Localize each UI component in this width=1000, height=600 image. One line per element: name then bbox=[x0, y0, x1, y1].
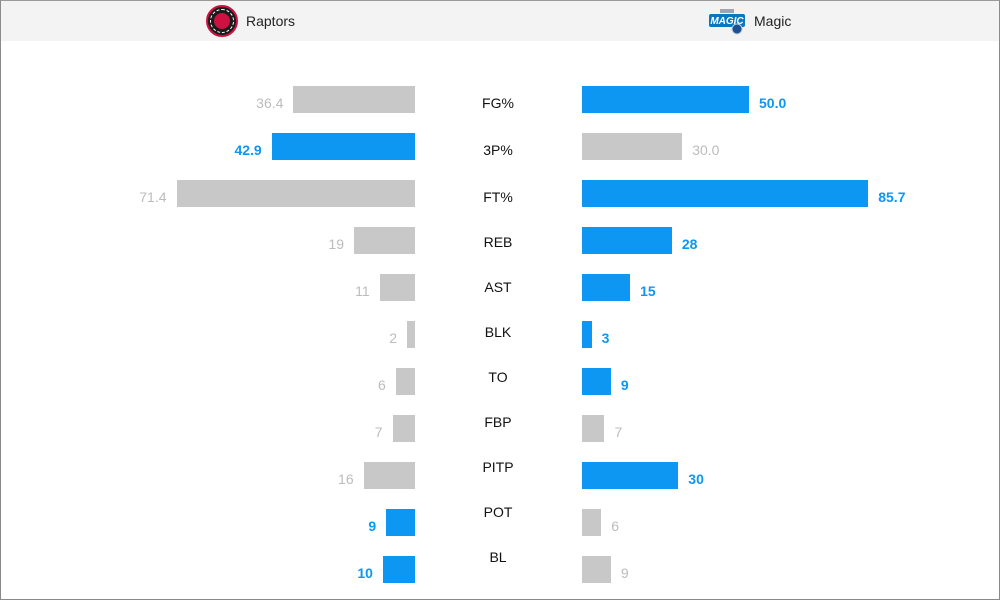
stat-label-bl: BL bbox=[489, 549, 507, 565]
stat-label-blk: BLK bbox=[484, 324, 512, 340]
value-raptors-1: 42.9 bbox=[234, 142, 262, 158]
teams-header: Raptors MAGIC Magic bbox=[1, 1, 999, 41]
bar-raptors-7 bbox=[392, 415, 415, 442]
value-magic-2: 85.7 bbox=[878, 189, 906, 205]
home-team-name: Magic bbox=[754, 13, 792, 29]
value-magic-8: 30 bbox=[688, 471, 704, 487]
svg-text:MAGIC: MAGIC bbox=[710, 16, 744, 27]
stat-label-ast: AST bbox=[484, 279, 512, 295]
value-raptors-4: 11 bbox=[355, 283, 370, 299]
bar-magic-0 bbox=[582, 86, 749, 113]
value-raptors-6: 6 bbox=[377, 377, 386, 393]
bar-magic-1 bbox=[582, 133, 683, 160]
away-team-name: Raptors bbox=[246, 13, 296, 29]
bar-raptors-3 bbox=[354, 227, 415, 254]
value-magic-0: 50.0 bbox=[759, 95, 787, 111]
value-magic-10: 9 bbox=[620, 565, 629, 581]
raptors-logo-icon bbox=[206, 5, 238, 37]
stat-label-pitp: PITP bbox=[482, 459, 514, 475]
value-raptors-0: 36.4 bbox=[256, 95, 284, 111]
stat-label-3p-pct: 3P% bbox=[483, 142, 513, 158]
bar-raptors-5 bbox=[407, 321, 415, 348]
bar-magic-2 bbox=[582, 180, 869, 207]
bar-magic-10 bbox=[582, 556, 611, 583]
value-raptors-7: 7 bbox=[374, 424, 383, 440]
bar-magic-4 bbox=[582, 274, 631, 301]
value-magic-5: 3 bbox=[601, 330, 610, 346]
bar-raptors-4 bbox=[379, 274, 415, 301]
value-magic-7: 7 bbox=[614, 424, 623, 440]
bar-magic-5 bbox=[582, 321, 592, 348]
stat-label-reb: REB bbox=[483, 234, 513, 250]
value-raptors-2: 71.4 bbox=[139, 189, 167, 205]
value-raptors-8: 16 bbox=[338, 471, 354, 487]
value-raptors-10: 10 bbox=[357, 565, 373, 581]
bar-raptors-2 bbox=[176, 180, 415, 207]
bar-raptors-10 bbox=[382, 556, 415, 583]
bar-raptors-1 bbox=[271, 133, 415, 160]
home-team[interactable]: MAGIC Magic bbox=[708, 3, 791, 39]
bar-magic-7 bbox=[582, 415, 605, 442]
value-raptors-9: 9 bbox=[368, 518, 377, 534]
bar-magic-9 bbox=[582, 509, 602, 536]
stat-label-ft-pct: FT% bbox=[483, 189, 513, 205]
bar-raptors-6 bbox=[395, 368, 415, 395]
stat-label-fg-pct: FG% bbox=[482, 95, 514, 111]
bar-raptors-9 bbox=[386, 509, 415, 536]
value-magic-3: 28 bbox=[681, 236, 698, 252]
value-magic-6: 9 bbox=[620, 377, 629, 393]
stat-label-pot: POT bbox=[483, 504, 513, 520]
bar-magic-8 bbox=[582, 462, 679, 489]
bar-magic-6 bbox=[582, 368, 611, 395]
bar-raptors-8 bbox=[363, 462, 415, 489]
value-magic-4: 15 bbox=[640, 283, 656, 299]
magic-logo-icon: MAGIC bbox=[709, 9, 745, 35]
value-raptors-5: 2 bbox=[389, 330, 397, 346]
stat-label-to: TO bbox=[488, 369, 508, 385]
value-magic-1: 30.0 bbox=[692, 142, 720, 158]
bar-magic-3 bbox=[582, 227, 672, 254]
value-magic-9: 6 bbox=[611, 518, 620, 534]
value-raptors-3: 19 bbox=[328, 236, 344, 252]
stat-label-fbp: FBP bbox=[484, 414, 512, 430]
away-team[interactable]: Raptors bbox=[206, 3, 295, 39]
bar-raptors-0 bbox=[293, 86, 415, 113]
